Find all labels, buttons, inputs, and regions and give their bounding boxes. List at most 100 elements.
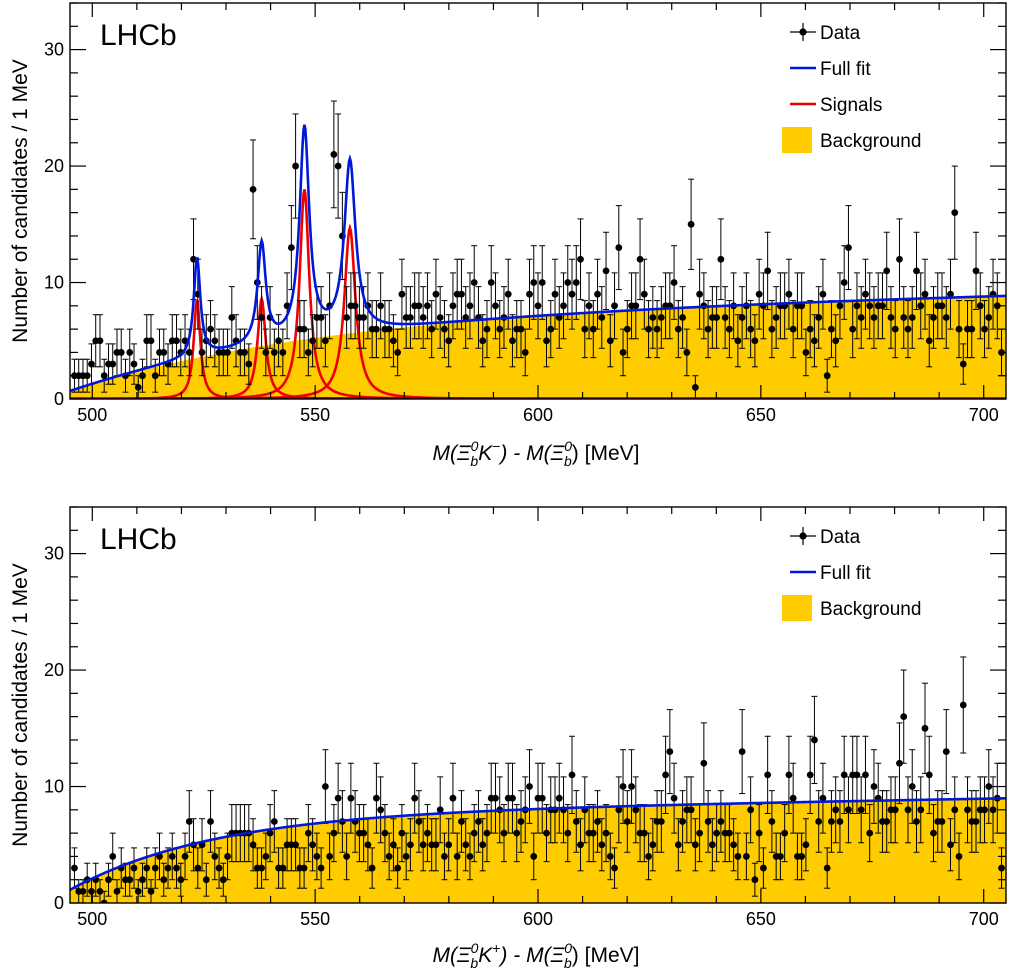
data-point	[857, 286, 865, 349]
data-point	[270, 790, 278, 853]
data-point	[815, 286, 823, 349]
data-point	[798, 832, 806, 881]
data-point	[483, 804, 491, 863]
data-points	[71, 656, 1005, 903]
data-point	[292, 113, 299, 219]
data-point	[938, 790, 946, 853]
x-tick-label: 700	[969, 405, 999, 425]
data-point	[300, 847, 308, 889]
data-point	[759, 847, 767, 889]
bottom-experiment-label: LHCb	[100, 523, 177, 556]
data-point	[789, 300, 797, 359]
data-point	[372, 762, 380, 834]
data-point	[670, 762, 678, 834]
legend-label: Full fit	[820, 563, 871, 584]
data-point	[207, 790, 214, 853]
legend-entry-fit: Full fit	[790, 59, 871, 80]
full-fit-curve	[70, 124, 1006, 393]
data-point	[832, 776, 840, 844]
data-point	[543, 804, 550, 863]
data-point	[262, 328, 270, 377]
data-point	[611, 272, 618, 340]
data-point	[602, 231, 610, 311]
data-point	[517, 790, 525, 853]
data-point	[645, 832, 652, 881]
data-point	[372, 300, 380, 359]
data-point	[96, 314, 104, 368]
data-point	[836, 272, 844, 340]
data-point	[334, 113, 342, 219]
x-tick-label: 600	[523, 909, 553, 929]
data-point	[185, 790, 193, 853]
data-point	[896, 722, 903, 805]
data-point	[649, 286, 657, 349]
data-point	[972, 790, 980, 853]
data-point	[194, 847, 202, 889]
x-tick-label: 600	[523, 405, 553, 425]
data-point	[725, 300, 733, 359]
y-tick-label: 10	[44, 777, 64, 797]
data-point	[589, 804, 597, 863]
data-point	[462, 818, 470, 872]
data-point	[419, 286, 427, 349]
data-point	[636, 218, 644, 301]
data-point	[942, 709, 950, 795]
data-point	[441, 300, 448, 359]
data-point	[215, 847, 223, 889]
data-point	[394, 847, 402, 889]
data-point	[823, 358, 831, 393]
data-point	[398, 804, 406, 863]
data-point	[921, 258, 929, 330]
data-point	[377, 272, 385, 340]
data-point	[202, 862, 210, 897]
data-point	[840, 245, 848, 320]
data-point	[879, 272, 886, 340]
data-point	[377, 776, 385, 844]
y-tick-label: 20	[44, 156, 64, 176]
data-point	[628, 749, 635, 824]
data-point	[436, 776, 444, 844]
data-point	[900, 669, 908, 764]
data-point	[168, 832, 176, 881]
data-point	[819, 258, 827, 330]
data-point	[534, 272, 542, 340]
data-point	[717, 790, 725, 853]
data-point	[632, 776, 640, 844]
data-point	[326, 832, 334, 881]
legend-label: Background	[820, 599, 921, 620]
legend-entry-signal: Signals	[790, 95, 882, 116]
data-point	[577, 218, 584, 301]
data-point	[581, 300, 589, 359]
data-point	[300, 300, 308, 359]
data-point	[428, 300, 436, 359]
data-point	[657, 790, 665, 853]
data-point	[249, 818, 257, 872]
data-point	[908, 749, 916, 824]
data-point	[615, 205, 623, 291]
data-point	[245, 343, 253, 385]
data-point	[594, 258, 601, 330]
top-legend: Data Full fit Signals Background	[782, 23, 921, 153]
data-point	[177, 328, 185, 377]
data-point	[572, 245, 580, 320]
x-tick-label: 650	[746, 909, 776, 929]
top-plot-area	[70, 100, 1006, 399]
data-point	[640, 258, 648, 330]
data-point	[100, 890, 108, 903]
data-point	[938, 272, 946, 340]
data-point	[738, 709, 746, 795]
data-point	[287, 205, 295, 291]
data-point	[496, 300, 504, 359]
data-point	[160, 862, 168, 897]
data-point	[679, 790, 686, 853]
data-point	[309, 314, 317, 368]
data-point	[351, 272, 359, 340]
data-point	[981, 776, 988, 844]
data-point	[415, 272, 423, 340]
data-point	[606, 314, 614, 368]
data-point	[445, 818, 453, 872]
data-point	[598, 286, 606, 349]
data-point	[904, 776, 912, 844]
data-point	[921, 682, 929, 774]
data-point	[321, 749, 329, 824]
